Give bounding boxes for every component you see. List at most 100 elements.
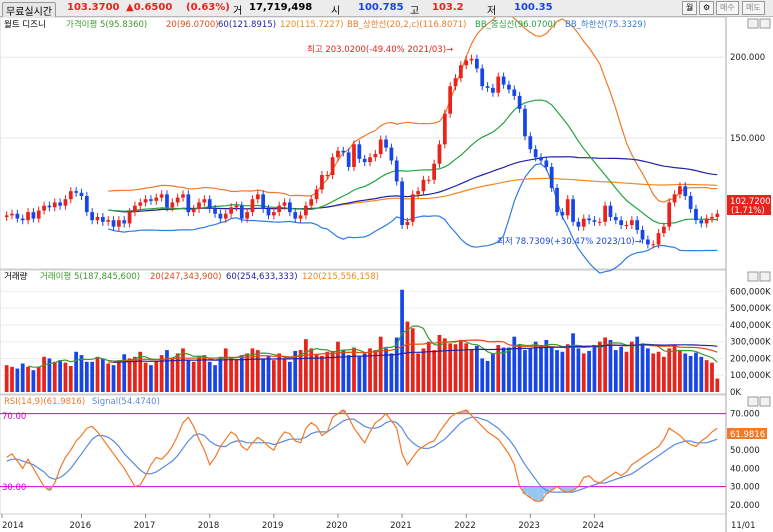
volume-bar bbox=[261, 358, 266, 392]
volume-bar bbox=[523, 350, 527, 392]
volume-y-tick: 600,000K bbox=[730, 287, 771, 297]
volume-bar bbox=[138, 351, 143, 392]
low-annotation: 최저 78.7309(+30.47% 2023/10)→ bbox=[497, 236, 642, 247]
rsi-y-tick: 70.000 bbox=[730, 410, 760, 420]
volume-bar bbox=[512, 336, 517, 392]
candle bbox=[581, 218, 586, 227]
volume-bar bbox=[47, 358, 52, 392]
candle bbox=[523, 108, 527, 137]
volume-bar bbox=[624, 351, 629, 392]
candle bbox=[122, 220, 127, 224]
candle bbox=[437, 144, 442, 164]
price-panel-close-icon[interactable] bbox=[759, 18, 771, 29]
settings-gear-icon[interactable]: ⚙ bbox=[699, 1, 715, 15]
rsi-y-tick: 40.000 bbox=[730, 464, 760, 474]
volume-bar bbox=[507, 347, 511, 392]
rsi-level-70-label: 70.00 bbox=[2, 412, 26, 422]
volume-bar bbox=[325, 351, 330, 392]
price-panel-maximize-icon[interactable] bbox=[747, 18, 759, 29]
volume-bar bbox=[330, 350, 335, 392]
volume-panel-close-icon[interactable] bbox=[759, 271, 771, 282]
x-axis-label: 2020 bbox=[326, 521, 348, 531]
candle bbox=[74, 191, 79, 193]
price-y-tick: 200.000 bbox=[730, 53, 765, 63]
rsi-panel-close-icon[interactable] bbox=[759, 396, 771, 407]
candle bbox=[229, 207, 233, 214]
candle bbox=[36, 210, 41, 219]
bb-upper-line bbox=[108, 17, 718, 203]
candle bbox=[320, 175, 324, 190]
rsi-panel-maximize-icon[interactable] bbox=[747, 396, 759, 407]
volume-bar bbox=[68, 366, 73, 392]
sell-button[interactable]: 매도 bbox=[742, 1, 765, 15]
x-axis-label: 2022 bbox=[454, 521, 476, 531]
candle bbox=[100, 216, 105, 222]
x-axis-label: 2021 bbox=[390, 521, 412, 531]
volume-bar bbox=[442, 338, 447, 392]
rsi-last-tag bbox=[727, 428, 767, 439]
candle bbox=[485, 86, 490, 88]
rsi-overbought-fill bbox=[458, 411, 464, 414]
volume-bar bbox=[234, 359, 239, 392]
volume-y-tick: 500,000K bbox=[730, 304, 771, 314]
candle bbox=[683, 186, 688, 196]
low-label: 저 bbox=[487, 6, 497, 17]
volume-bar bbox=[346, 355, 351, 392]
volume-bar bbox=[464, 343, 469, 392]
price-legend-bb-mid: BB_중심선(96.0700) bbox=[475, 19, 556, 30]
volume-bar bbox=[485, 360, 490, 392]
candle bbox=[688, 195, 693, 209]
candle bbox=[191, 208, 196, 213]
buy-button[interactable]: 매수 bbox=[716, 1, 739, 15]
volume-bar bbox=[581, 353, 586, 392]
candle bbox=[426, 179, 431, 181]
candle bbox=[651, 244, 656, 246]
rsi-y-tick: 50.000 bbox=[730, 446, 760, 456]
volume-bar bbox=[517, 345, 522, 392]
candle bbox=[325, 175, 330, 177]
volume-bar bbox=[186, 360, 191, 392]
candle bbox=[410, 194, 415, 222]
candle bbox=[186, 194, 191, 213]
price-panel-frame bbox=[0, 17, 727, 270]
candle bbox=[458, 65, 463, 79]
volume-bar bbox=[469, 350, 474, 392]
candle bbox=[699, 220, 704, 224]
candle bbox=[287, 202, 292, 213]
candle bbox=[154, 197, 159, 201]
candle bbox=[496, 76, 501, 93]
candle bbox=[704, 218, 709, 224]
stock-chart[interactable]: 200.000 150.000 600,000K 500,000K 400,000K 30… bbox=[0, 17, 773, 532]
volume-bar bbox=[678, 350, 682, 392]
volume-bar bbox=[191, 361, 196, 392]
candle bbox=[90, 212, 95, 221]
volume-bar bbox=[36, 366, 41, 392]
volume-bar bbox=[715, 378, 720, 392]
period-button[interactable]: 월 bbox=[682, 1, 698, 15]
candle bbox=[197, 202, 201, 209]
candle bbox=[330, 157, 335, 176]
last-price-tag-value: 102.7200 bbox=[730, 197, 771, 207]
volume-y-tick: 300,000K bbox=[730, 338, 771, 348]
candle bbox=[111, 220, 116, 227]
volume-bar bbox=[651, 353, 656, 392]
candle bbox=[261, 194, 266, 209]
volume-bar bbox=[357, 356, 362, 392]
volume-bar bbox=[619, 346, 624, 392]
price-legend-bb-upper: BB_상한선(20,2,c)(116.8071) bbox=[347, 19, 467, 30]
volume-bar bbox=[603, 337, 607, 392]
volume-bar bbox=[74, 351, 79, 392]
rsi-oversold-fill bbox=[46, 486, 53, 491]
volume-bar bbox=[181, 348, 185, 392]
volume-bar bbox=[544, 340, 549, 392]
candle bbox=[277, 205, 282, 213]
candle bbox=[84, 195, 89, 213]
volume-bar bbox=[437, 334, 442, 392]
volume-bar bbox=[528, 348, 533, 392]
volume-bar bbox=[368, 348, 372, 392]
volume-panel-maximize-icon[interactable] bbox=[747, 271, 759, 282]
volume-bar bbox=[79, 355, 84, 392]
volume-bar bbox=[52, 361, 57, 392]
price-legend-ma60: 60(121.8915) bbox=[218, 20, 276, 30]
volume-bar bbox=[106, 363, 111, 392]
